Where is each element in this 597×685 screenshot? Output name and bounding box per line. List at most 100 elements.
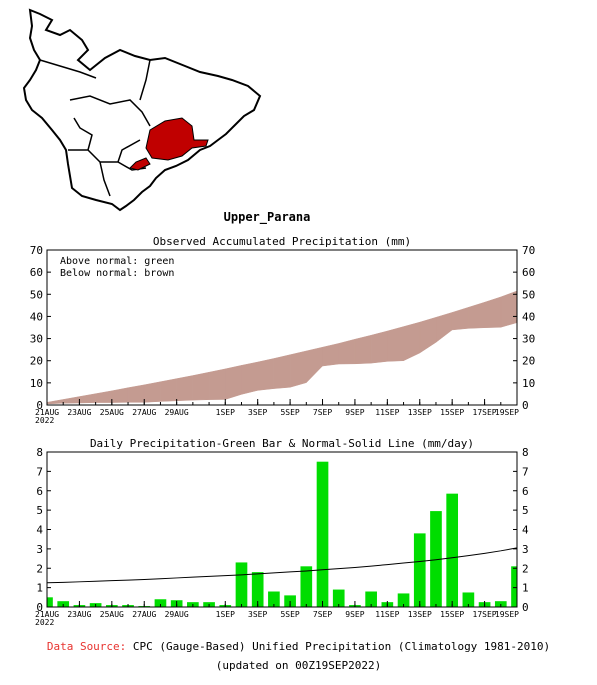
accumulated-segment <box>127 384 145 403</box>
accumulated-segment <box>322 343 339 367</box>
chart2-ylabel-left: 3 <box>36 543 43 556</box>
chart1-ylabel-right: 70 <box>522 244 535 257</box>
accumulated-segment <box>257 358 275 391</box>
chart1-ylabel-right: 10 <box>522 377 535 390</box>
chart2-xlabel: 15SEP <box>440 610 464 619</box>
chart1-xlabel: 3SEP <box>248 408 267 417</box>
chart1-xlabel: 21AUG <box>35 408 59 417</box>
footer-source-label: Data Source: <box>46 640 127 653</box>
chart2-title: Daily Precipitation-Green Bar & Normal-S… <box>90 437 474 450</box>
chart1-xlabel: 19SEP <box>495 408 519 417</box>
chart2-xlabel: 9SEP <box>345 610 364 619</box>
chart1-ylabel-left: 10 <box>30 377 43 390</box>
chart1-xlabel: 7SEP <box>313 408 332 417</box>
chart2-ylabel-right: 2 <box>522 562 529 575</box>
chart2-ylabel-right: 3 <box>522 543 529 556</box>
accumulated-segment <box>289 350 307 388</box>
accumulated-segment <box>338 338 356 365</box>
chart1-ylabel-left: 0 <box>36 399 43 412</box>
region-label: Upper_Parana <box>224 210 311 225</box>
daily-bar <box>332 589 345 607</box>
chart2-xlabel: 13SEP <box>408 610 432 619</box>
chart2-xlabel: 27AUG <box>132 610 156 619</box>
chart1-ylabel-right: 0 <box>522 399 529 412</box>
chart1-xlabel: 23AUG <box>67 408 91 417</box>
region-upper-parana <box>145 117 209 161</box>
footer-source-text: CPC (Gauge-Based) Unified Precipitation … <box>126 640 551 653</box>
chart2-ylabel-right: 5 <box>522 504 529 517</box>
chart2-ylabel-left: 7 <box>36 465 43 478</box>
chart2-ylabel-right: 6 <box>522 485 529 498</box>
chart2-xlabel: 29AUG <box>165 610 189 619</box>
chart1-ylabel-right: 50 <box>522 288 535 301</box>
chart2-ylabel-right: 7 <box>522 465 529 478</box>
accumulated-segment <box>95 390 113 403</box>
accumulated-segment <box>484 296 502 328</box>
accumulated-segment <box>403 321 421 362</box>
daily-bar <box>251 572 264 607</box>
daily-bar <box>430 511 442 607</box>
chart2-xlabel: 3SEP <box>248 610 267 619</box>
daily-bar <box>397 593 410 607</box>
accumulated-segment <box>241 361 258 395</box>
accumulated-segment <box>79 393 96 404</box>
accumulated-segment <box>468 301 485 329</box>
daily-bar <box>446 493 459 607</box>
chart1-ylabel-right: 30 <box>522 333 535 346</box>
accumulated-segment <box>306 346 323 384</box>
chart2-xlabel: 19SEP <box>495 610 519 619</box>
daily-bar <box>47 597 53 607</box>
chart1-xlabel: 25AUG <box>100 408 124 417</box>
accumulated-segment <box>435 312 453 343</box>
chart2-ylabel-left: 8 <box>36 446 43 459</box>
chart2-ylabel-right: 4 <box>522 524 529 537</box>
chart1-ylabel-right: 20 <box>522 355 535 368</box>
chart1-xlabel: 9SEP <box>345 408 364 417</box>
chart2-ylabel-left: 2 <box>36 562 43 575</box>
chart1-ylabel-right: 60 <box>522 266 535 279</box>
chart2-xlabel: 1SEP <box>216 610 235 619</box>
accumulated-segment <box>387 326 404 362</box>
chart1-ylabel-right: 40 <box>522 310 535 323</box>
accumulated-segment <box>354 334 372 365</box>
chart1-xlabel: 13SEP <box>408 408 432 417</box>
chart1-ylabel-left: 30 <box>30 333 43 346</box>
daily-bar <box>316 461 329 607</box>
footer-source: Data Source: CPC (Gauge-Based) Unified P… <box>0 640 597 653</box>
chart2-ylabel-left: 5 <box>36 504 43 517</box>
chart1-xlabel: 29AUG <box>165 408 189 417</box>
chart1-xlabel: 27AUG <box>132 408 156 417</box>
south-america-map <box>22 8 262 212</box>
daily-bar <box>154 599 167 607</box>
daily-chart: Daily Precipitation-Green Bar & Normal-S… <box>35 437 529 627</box>
chart1-plot-area <box>46 290 518 405</box>
accumulated-segment <box>46 399 64 405</box>
chart2-ylabel-left: 0 <box>36 601 43 614</box>
accumulated-segment <box>111 387 129 403</box>
chart2-ylabel-left: 1 <box>36 582 43 595</box>
accumulated-segment <box>143 381 161 403</box>
chart2-xlabel: 21AUG <box>35 610 59 619</box>
normal-line <box>46 547 518 584</box>
accumulated-segment <box>192 371 210 401</box>
chart1-ylabel-left: 40 <box>30 310 43 323</box>
chart1-xlabel: 5SEP <box>280 408 299 417</box>
chart2-ylabel-left: 6 <box>36 485 43 498</box>
chart2-xlabel: 5SEP <box>280 610 299 619</box>
chart1-xlabel: 1SEP <box>216 408 235 417</box>
daily-bar <box>235 562 248 607</box>
accumulated-segment <box>208 368 226 400</box>
daily-bar <box>511 566 517 607</box>
daily-bar <box>413 533 426 607</box>
chart2-xlabel: 7SEP <box>313 610 332 619</box>
chart1-legend-line-2: Below normal: brown <box>60 268 174 279</box>
footer-updated: (updated on 00Z19SEP2022) <box>215 659 382 672</box>
daily-bar <box>300 566 313 607</box>
chart1-ylabel-left: 50 <box>30 288 43 301</box>
chart1-ylabel-left: 70 <box>30 244 43 257</box>
chart1-xlabel: 15SEP <box>440 408 464 417</box>
chart1-legend-line-1: Above normal: green <box>60 256 174 267</box>
